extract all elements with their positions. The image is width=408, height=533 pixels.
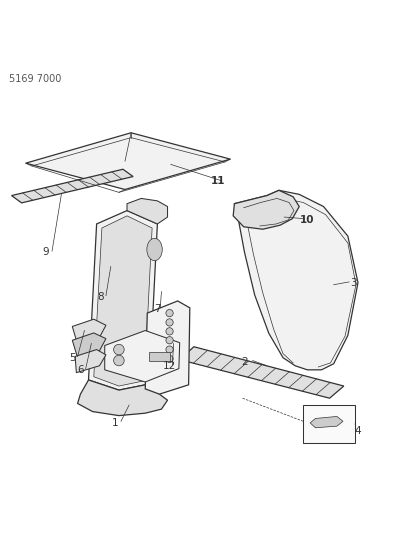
Polygon shape: [233, 190, 299, 229]
Text: 4: 4: [355, 426, 361, 435]
Polygon shape: [78, 380, 168, 416]
Polygon shape: [234, 190, 358, 370]
Polygon shape: [180, 347, 344, 398]
Circle shape: [166, 337, 173, 344]
Text: 3: 3: [350, 278, 357, 288]
Circle shape: [166, 346, 173, 353]
Text: 9: 9: [43, 247, 49, 257]
Circle shape: [166, 328, 173, 335]
Ellipse shape: [147, 238, 162, 261]
Text: 5: 5: [69, 353, 75, 362]
Text: 11: 11: [211, 176, 226, 187]
Polygon shape: [94, 216, 152, 386]
Circle shape: [114, 344, 124, 355]
Polygon shape: [11, 169, 133, 203]
Polygon shape: [72, 319, 106, 344]
Text: 2: 2: [241, 357, 248, 367]
Text: 8: 8: [98, 292, 104, 302]
Text: 10: 10: [300, 215, 315, 225]
Polygon shape: [145, 301, 190, 394]
Circle shape: [166, 319, 173, 326]
Polygon shape: [75, 350, 106, 373]
Circle shape: [166, 355, 173, 362]
Text: 1: 1: [111, 417, 118, 427]
Polygon shape: [105, 330, 180, 382]
Polygon shape: [72, 333, 106, 358]
Text: 5169 7000: 5169 7000: [9, 74, 62, 84]
Circle shape: [114, 355, 124, 366]
Bar: [149, 352, 171, 360]
Text: 12: 12: [163, 361, 176, 371]
Polygon shape: [89, 211, 157, 390]
Polygon shape: [310, 416, 343, 428]
Polygon shape: [127, 198, 168, 224]
Circle shape: [166, 310, 173, 317]
Polygon shape: [26, 133, 231, 190]
Bar: [303, 406, 355, 443]
Text: 6: 6: [77, 365, 84, 375]
Text: 7: 7: [154, 304, 161, 314]
